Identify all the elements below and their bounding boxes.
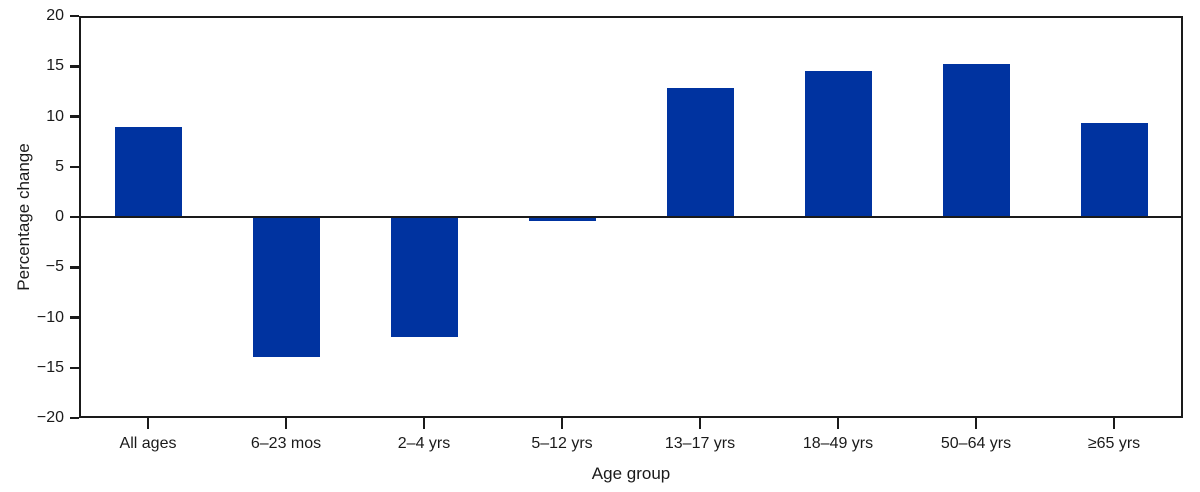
y-tick-label: 10: [46, 107, 64, 125]
x-axis-tick: [1112, 418, 1116, 429]
y-axis-tick: [70, 266, 79, 269]
y-axis-tick: [70, 316, 79, 319]
bar-2–4 yrs: [390, 217, 458, 337]
y-axis-tick: [70, 115, 79, 118]
bar-18–49 yrs: [804, 71, 872, 217]
y-tick-label: −10: [36, 308, 64, 326]
x-axis-tick: [974, 418, 978, 429]
y-tick-label: −5: [45, 258, 64, 276]
x-axis-tick: [560, 418, 564, 429]
y-tick-label: 15: [46, 57, 64, 75]
x-axis-tick: [284, 418, 288, 429]
x-axis-tick: [698, 418, 702, 429]
x-axis-tick: [836, 418, 840, 429]
x-category-label: 18–49 yrs: [802, 435, 874, 452]
x-category-label: 50–64 yrs: [940, 435, 1012, 452]
y-tick-label: 5: [55, 157, 64, 175]
y-tick-label: −15: [36, 358, 64, 376]
x-category-label: All ages: [119, 435, 177, 452]
x-category-label: 6–23 mos: [250, 435, 322, 452]
y-axis-tick: [70, 366, 79, 369]
x-axis-title: Age group: [591, 464, 671, 483]
y-tick-label: 20: [46, 7, 64, 24]
y-tick-label: 0: [55, 208, 64, 225]
zero-baseline: [79, 216, 1183, 218]
bar-50–64 yrs: [942, 64, 1010, 217]
x-axis-tick: [422, 418, 426, 429]
y-axis-tick: [70, 65, 79, 68]
y-tick-label: −20: [36, 409, 64, 426]
x-axis-tick: [146, 418, 150, 429]
y-axis-tick: [70, 165, 79, 168]
bar-6–23 mos: [252, 217, 320, 357]
bar-13–17 yrs: [666, 88, 734, 217]
y-axis-tick: [70, 416, 79, 420]
x-category-label: 2–4 yrs: [397, 435, 451, 452]
x-category-label: 5–12 yrs: [531, 435, 593, 452]
x-category-label: ≥65 yrs: [1087, 435, 1141, 452]
bar-All ages: [114, 126, 182, 217]
bar-≥65 yrs: [1080, 122, 1148, 217]
y-axis-tick: [70, 14, 79, 18]
y-axis-tick: [70, 215, 79, 219]
x-category-label: 13–17 yrs: [664, 435, 736, 452]
bar-5–12 yrs: [528, 217, 596, 222]
